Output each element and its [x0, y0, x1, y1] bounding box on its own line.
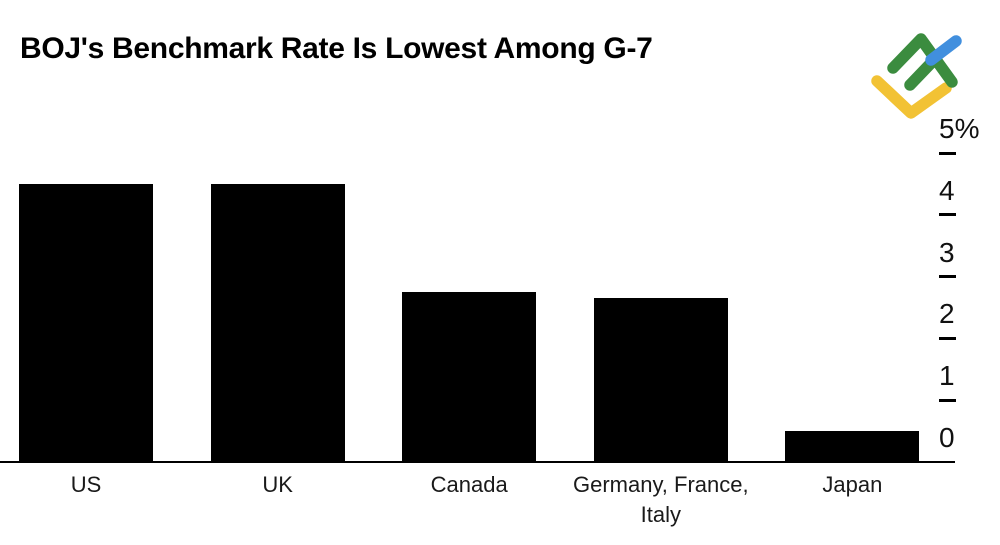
y-tick-label-3: 3 — [939, 236, 955, 268]
x-tick-label-uk: UK — [262, 472, 293, 497]
y-tick-label-4: 4 — [939, 174, 955, 206]
y-tick-dash-4 — [939, 213, 956, 217]
bar-uk — [210, 183, 345, 462]
x-tick-label-us: US — [70, 472, 102, 497]
bar-japan — [785, 431, 920, 462]
y-tick-label-0: 0 — [939, 422, 955, 453]
x-axis-line — [0, 461, 955, 463]
y-tick-label-1: 1 — [939, 360, 955, 392]
x-tick-label-canada: Canada — [430, 472, 508, 497]
y-tick-dash-2 — [939, 336, 956, 340]
logo-yellow-check — [871, 75, 952, 119]
logo-blue-accent — [925, 35, 962, 66]
x-tick-label-germany-france-italy: Germany, France, Italy — [572, 472, 749, 527]
y-tick-label-5: 5% — [939, 113, 980, 144]
chart-title: BOJ's Benchmark Rate Is Lowest Among G-7 — [20, 32, 653, 65]
y-tick-dash-1 — [939, 398, 956, 402]
bar-us — [19, 183, 153, 462]
litefinance-logo — [871, 33, 962, 119]
bar-germany-france-italy — [593, 298, 728, 462]
logo-green-f-spine — [887, 33, 958, 88]
x-tick-label-japan: Japan — [822, 472, 883, 497]
y-tick-label-2: 2 — [939, 298, 955, 330]
y-tick-dash-3 — [939, 275, 956, 279]
y-tick-dash-5 — [939, 151, 956, 155]
bar-canada — [402, 292, 537, 462]
